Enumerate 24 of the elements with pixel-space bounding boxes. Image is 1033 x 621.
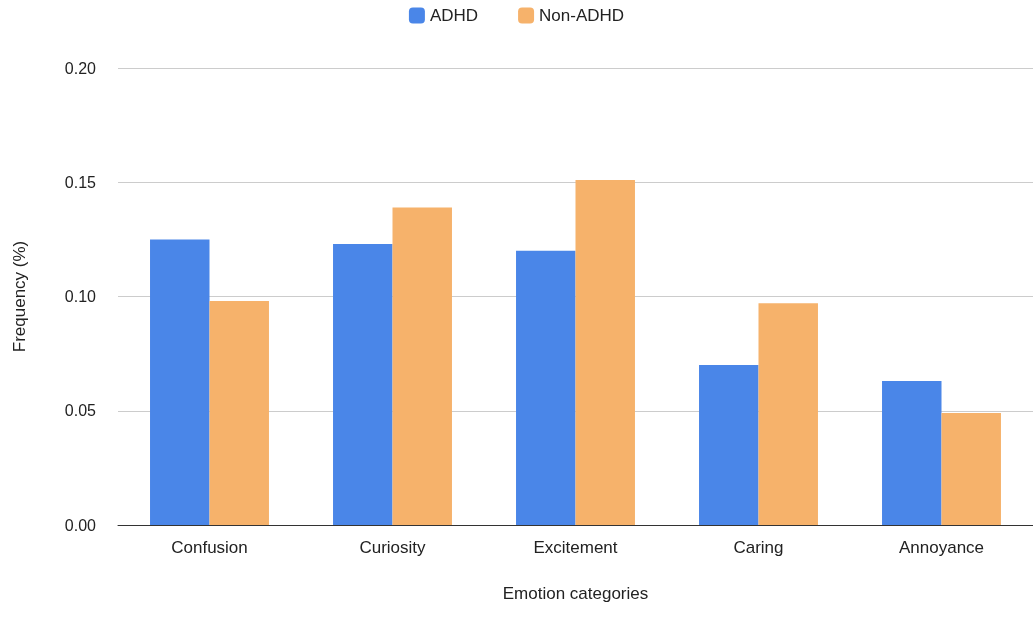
y-tick-label: 0.20: [64, 59, 97, 77]
y-tick-label: 0.05: [64, 402, 97, 420]
x-tick-label: Excitement: [533, 538, 618, 557]
x-axis-title: Emotion categories: [502, 584, 649, 603]
bar: [150, 239, 210, 525]
bar: [941, 413, 1001, 525]
bar: [333, 243, 393, 525]
x-tick-label: Annoyance: [898, 538, 985, 557]
x-tick-label: Caring: [733, 538, 784, 557]
bar: [516, 250, 576, 525]
bar: [758, 303, 818, 525]
legend-label: Non-ADHD: [539, 6, 625, 25]
y-axis-title: Frequency (%): [10, 240, 29, 353]
x-tick-label: Curiosity: [359, 538, 427, 557]
bar: [882, 381, 942, 525]
legend-label: ADHD: [429, 6, 479, 25]
bar: [575, 179, 635, 525]
bar: [392, 207, 452, 525]
bar: [209, 301, 269, 525]
y-tick-label: 0.15: [64, 173, 97, 191]
x-tick-label: Confusion: [171, 538, 248, 557]
bar: [699, 365, 759, 525]
y-tick-label: 0.00: [64, 516, 97, 534]
y-tick-label: 0.10: [64, 288, 97, 305]
